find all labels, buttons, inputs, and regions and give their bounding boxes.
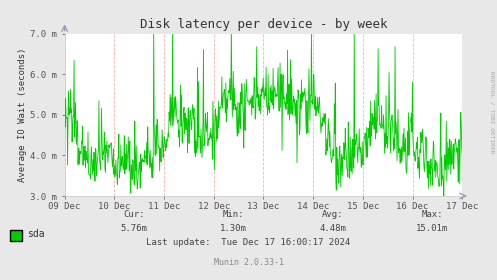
- Text: Avg:: Avg:: [322, 210, 344, 219]
- Title: Disk latency per device - by week: Disk latency per device - by week: [140, 18, 387, 31]
- Text: 15.01m: 15.01m: [416, 224, 448, 233]
- Text: 4.48m: 4.48m: [320, 224, 346, 233]
- Text: Munin 2.0.33-1: Munin 2.0.33-1: [214, 258, 283, 267]
- Text: sda: sda: [27, 229, 45, 239]
- Text: Max:: Max:: [421, 210, 443, 219]
- Text: Cur:: Cur:: [123, 210, 145, 219]
- Text: RRDTOOL / TOBI OETIKER: RRDTOOL / TOBI OETIKER: [490, 71, 495, 153]
- Text: Last update:  Tue Dec 17 16:00:17 2024: Last update: Tue Dec 17 16:00:17 2024: [147, 238, 350, 247]
- Text: 1.30m: 1.30m: [220, 224, 247, 233]
- Text: Min:: Min:: [223, 210, 245, 219]
- Text: 5.76m: 5.76m: [121, 224, 148, 233]
- Y-axis label: Average IO Wait (seconds): Average IO Wait (seconds): [18, 48, 27, 182]
